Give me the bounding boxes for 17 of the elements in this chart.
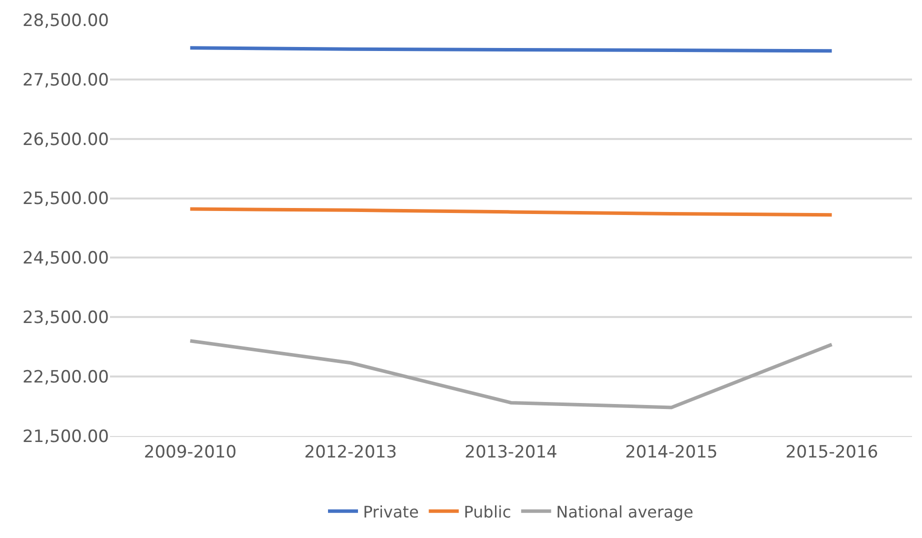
x-tick-label: 2015-2016 xyxy=(785,442,878,462)
y-tick-label: 28,500.00 xyxy=(22,10,109,31)
x-tick-label: 2009-2010 xyxy=(144,442,237,462)
x-tick-label: 2013-2014 xyxy=(464,442,558,462)
legend-label: Private xyxy=(363,502,419,522)
y-tick-label: 24,500.00 xyxy=(22,248,109,269)
x-tick-label: 2014-2015 xyxy=(625,442,718,462)
y-tick-label: 26,500.00 xyxy=(22,130,109,150)
legend-label: Public xyxy=(464,502,512,522)
line-series xyxy=(188,339,834,410)
y-tick-label: 25,500.00 xyxy=(22,189,109,210)
y-tick-label: 23,500.00 xyxy=(22,308,109,328)
y-tick-label: 22,500.00 xyxy=(22,368,109,388)
x-tick-label: 2012-2013 xyxy=(304,442,397,462)
legend-label: National average xyxy=(556,502,694,522)
y-tick-label: 21,500.00 xyxy=(22,426,109,447)
y-tick-label: 27,500.00 xyxy=(22,70,109,90)
